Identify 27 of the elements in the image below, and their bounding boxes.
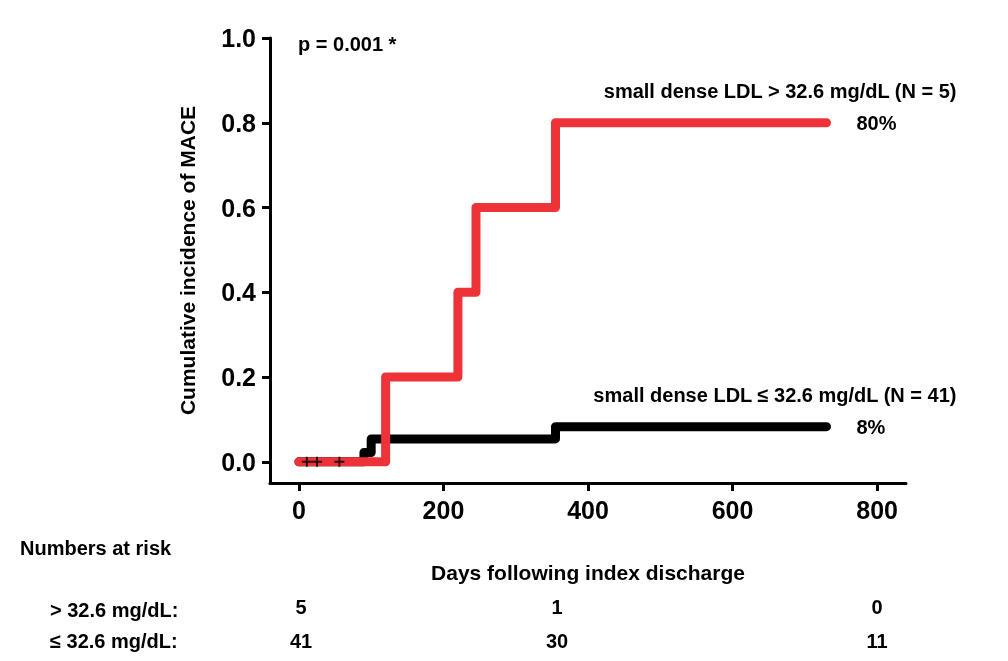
x-tick-label: 0 [291,495,306,524]
text: > 32.6 mg/dL: [50,599,179,621]
text: 41 [289,630,313,652]
series-label: small dense LDL ≤ 32.6 mg/dL (N = 41) [593,383,957,406]
x-tick-label: 800 [856,495,898,524]
x-tick-label: 600 [711,495,754,524]
text: 5 [295,596,307,618]
y-tick-label: 0.0 [221,447,256,476]
x-tick-label: 200 [422,495,465,524]
y-tick-label: 1.0 [221,24,256,52]
text: Numbers at risk [20,537,173,559]
y-tick-label: 0.4 [221,278,257,307]
annotation: p = 0.001 * [298,33,397,55]
y-tick-label: 0.2 [221,363,256,392]
y-tick-label: 0.6 [221,193,256,222]
text: 1 [551,596,563,618]
y-axis-title: Cumulative incidence of MACE [176,105,199,416]
text: 30 [545,630,569,652]
data-label: 8% [856,415,886,438]
text: 0 [871,596,883,618]
y-tick-label: 0.8 [221,108,257,137]
text: ≤ 32.6 mg/dL: [50,630,178,652]
x-tick-label: 400 [567,495,609,524]
series-label: small dense LDL > 32.6 mg/dL (N = 5) [603,79,957,102]
data-label: 80% [856,111,897,134]
x-axis-title: Days following index discharge [431,561,745,584]
text: 11 [866,630,888,652]
